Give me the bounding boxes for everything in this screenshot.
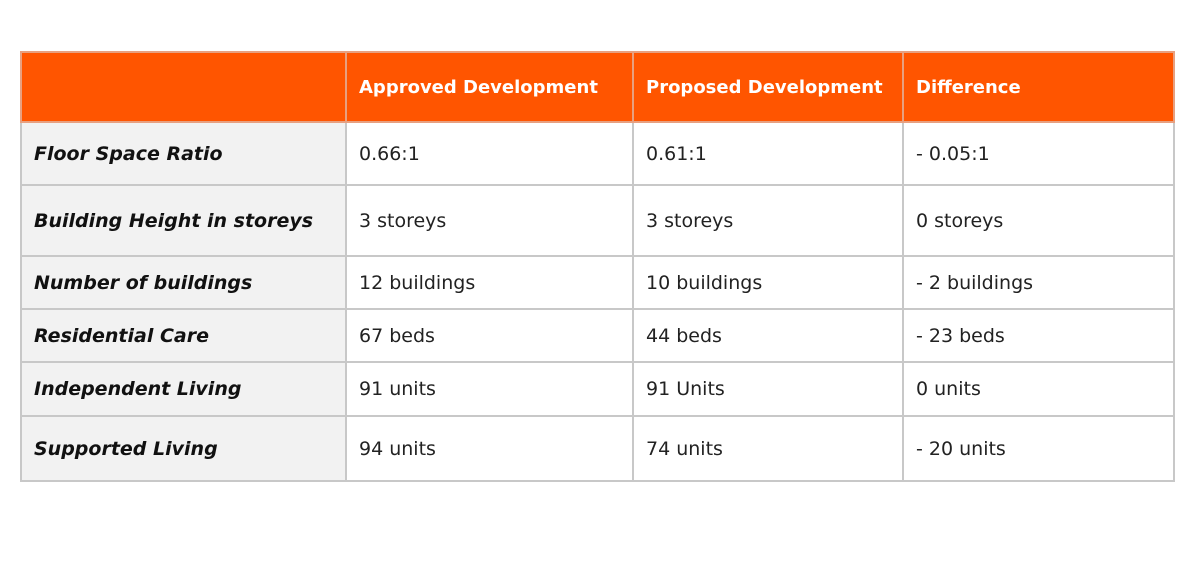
difference-value: - 2 buildings [902,255,1175,310]
row-label: Number of buildings [20,255,347,310]
table-row: Number of buildings 12 buildings 10 buildi… [20,255,1175,310]
header-row: Approved Development Proposed Developmen… [20,51,1175,123]
approved-value: 91 units [345,361,634,417]
approved-value: 94 units [345,415,634,482]
approved-value: 3 storeys [345,184,634,257]
difference-value: - 0.05:1 [902,121,1175,186]
header-proposed: Proposed Development [632,51,904,123]
difference-value: - 23 beds [902,308,1175,363]
proposed-value: 10 buildings [632,255,904,310]
table-row: Building Height in storeys 3 storeys 3 sto… [20,184,1175,257]
approved-value: 0.66:1 [345,121,634,186]
table-row: Residential Care 67 beds 44 beds - 23 beds [20,308,1175,363]
proposed-value: 44 beds [632,308,904,363]
approved-value: 12 buildings [345,255,634,310]
header-difference: Difference [902,51,1175,123]
table-row: Independent Living 91 units 91 Units 0 unit… [20,361,1175,417]
proposed-value: 91 Units [632,361,904,417]
table-row: Supported Living 94 units 74 units - 20 uni… [20,415,1175,482]
difference-value: 0 storeys [902,184,1175,257]
approved-value: 67 beds [345,308,634,363]
row-label: Supported Living [20,415,347,482]
difference-value: - 20 units [902,415,1175,482]
proposed-value: 3 storeys [632,184,904,257]
row-label: Independent Living [20,361,347,417]
comparison-table: Approved Development Proposed Developmen… [20,51,1175,482]
header-cell-empty [20,51,347,123]
header-approved: Approved Development [345,51,634,123]
difference-value: 0 units [902,361,1175,417]
proposed-value: 0.61:1 [632,121,904,186]
proposed-value: 74 units [632,415,904,482]
row-label: Building Height in storeys [20,184,347,257]
row-label: Floor Space Ratio [20,121,347,186]
row-label: Residential Care [20,308,347,363]
table-row: Floor Space Ratio 0.66:1 0.61:1- 0.05:1 [20,121,1175,186]
